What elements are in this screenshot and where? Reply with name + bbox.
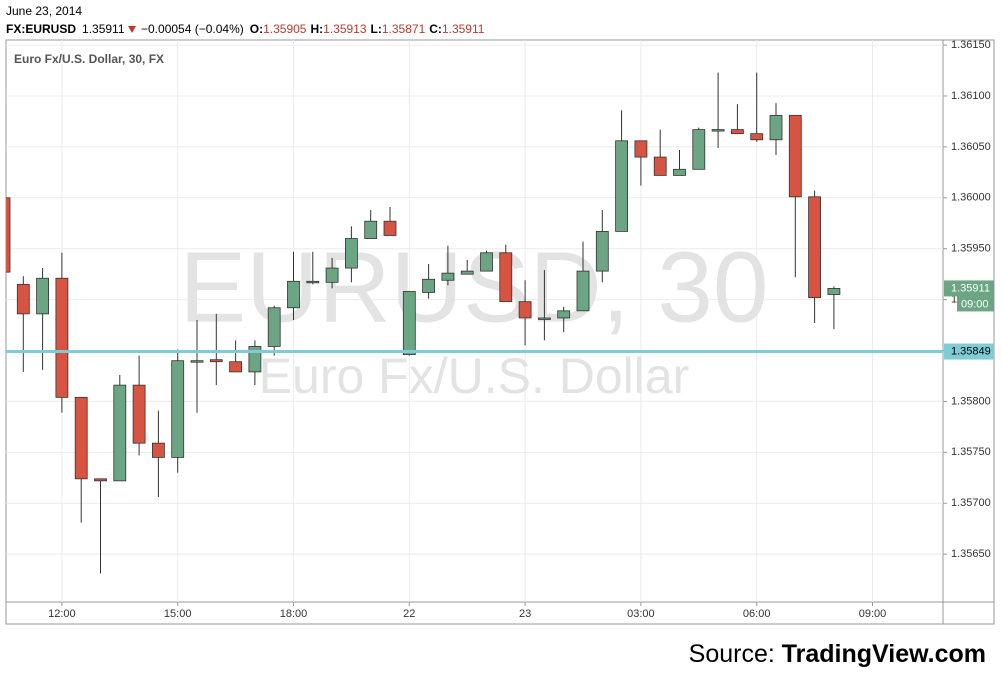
last-time-box — [957, 296, 994, 312]
y-tick-label: 1.35650 — [951, 548, 991, 560]
header-change: −0.00054 (−0.04%) — [141, 22, 244, 36]
y-tick-label: 1.36050 — [951, 141, 991, 153]
candle-body — [209, 359, 223, 363]
candle-body — [731, 129, 744, 135]
y-tick-label: 1.36100 — [951, 90, 991, 102]
candle-body — [750, 133, 764, 141]
candle-body — [383, 220, 397, 236]
candle-body — [325, 267, 339, 283]
header-ohlc-value: 1.35905 — [263, 22, 307, 36]
candle-body — [480, 252, 493, 272]
candle-body — [55, 277, 69, 398]
candle-body — [499, 252, 513, 303]
legend-title: Euro Fx/U.S. Dollar, 30, FX — [14, 52, 164, 66]
candle-body — [306, 280, 320, 284]
candle-body — [113, 384, 127, 482]
candle-body — [788, 114, 802, 198]
x-tick-label: 22 — [403, 608, 415, 620]
x-tick-label: 18:00 — [280, 608, 308, 620]
header-symbol: FX:EURUSD — [6, 22, 76, 36]
candle-body — [827, 288, 841, 295]
hline-label-box — [944, 343, 994, 360]
candle-body — [538, 317, 551, 320]
candle-body — [595, 231, 609, 272]
x-tick-label: 03:00 — [627, 608, 655, 620]
candle-body — [441, 272, 455, 281]
last-price-box — [944, 280, 994, 297]
candle-body — [518, 301, 532, 319]
y-tick-label: 1.35700 — [951, 497, 991, 509]
x-tick-label: 09:00 — [859, 608, 887, 620]
last-price-label: 1.35911 — [951, 282, 990, 294]
hline-label: 1.35849 — [951, 345, 991, 357]
candle-body — [364, 220, 378, 239]
header-ohlc-label: O: — [250, 22, 263, 36]
axes: 1.356501.357001.357501.358001.358501.359… — [6, 39, 994, 620]
chart-frame — [5, 39, 995, 625]
header-ohlc-value: 1.35913 — [323, 22, 367, 36]
candles — [6, 72, 841, 574]
header-ohlc-label: H: — [310, 22, 323, 36]
header-ohlc-label: C: — [429, 22, 442, 36]
candle-body — [16, 283, 30, 315]
y-tick-label: 1.35950 — [951, 243, 991, 255]
candle-body — [692, 129, 706, 170]
x-tick-label: 15:00 — [164, 608, 192, 620]
candle-body — [769, 114, 783, 141]
watermark-subtitle: Euro Fx/U.S. Dollar — [259, 348, 690, 404]
candle-body — [229, 361, 243, 373]
header-ohlc-value: 1.35911 — [442, 22, 485, 36]
y-tick-label: 1.36150 — [951, 39, 991, 51]
header-ohlc-label: L: — [371, 22, 382, 36]
candle-body — [74, 396, 88, 480]
candle-body — [422, 278, 436, 293]
header-date: June 23, 2014 — [6, 4, 82, 18]
candle-body — [673, 168, 686, 176]
candle-body — [94, 478, 107, 482]
header-ohlc-value: 1.35871 — [382, 22, 426, 36]
candle-body — [6, 197, 11, 273]
source-prefix: Source: — [689, 640, 775, 668]
y-tick-label: 1.36000 — [951, 192, 991, 204]
candle-body — [634, 140, 648, 158]
candle-body — [344, 238, 358, 269]
x-tick-label: 23 — [519, 608, 531, 620]
x-tick-label: 12:00 — [48, 608, 76, 620]
source: Source: TradingView.com — [689, 640, 986, 668]
candle-body — [557, 310, 571, 319]
candle-body — [151, 442, 165, 458]
x-tick-label: 06:00 — [743, 608, 771, 620]
source-name: TradingView.com — [782, 640, 986, 668]
candle-body — [653, 156, 667, 176]
candle-body — [808, 196, 821, 298]
candle-body — [402, 291, 416, 355]
y-tick-label: 1.35800 — [951, 395, 991, 407]
candle-body — [615, 140, 628, 232]
header-quote: FX:EURUSD 1.35911 −0.00054 (−0.04%) O:1.359… — [6, 22, 485, 36]
candle-body — [460, 270, 474, 275]
header-last: 1.35911 — [82, 22, 125, 36]
header-down-arrow — [128, 26, 136, 33]
candle-body — [36, 277, 49, 315]
last-time-label: 09:00 — [961, 298, 989, 310]
candle-body — [132, 384, 146, 444]
y-tick-label: 1.35750 — [951, 446, 991, 458]
candle-body — [576, 270, 590, 312]
candle-body — [190, 360, 204, 363]
candle-body — [287, 280, 300, 309]
candle-body — [267, 307, 281, 347]
candle-body — [171, 360, 185, 458]
candle-body — [711, 129, 725, 132]
